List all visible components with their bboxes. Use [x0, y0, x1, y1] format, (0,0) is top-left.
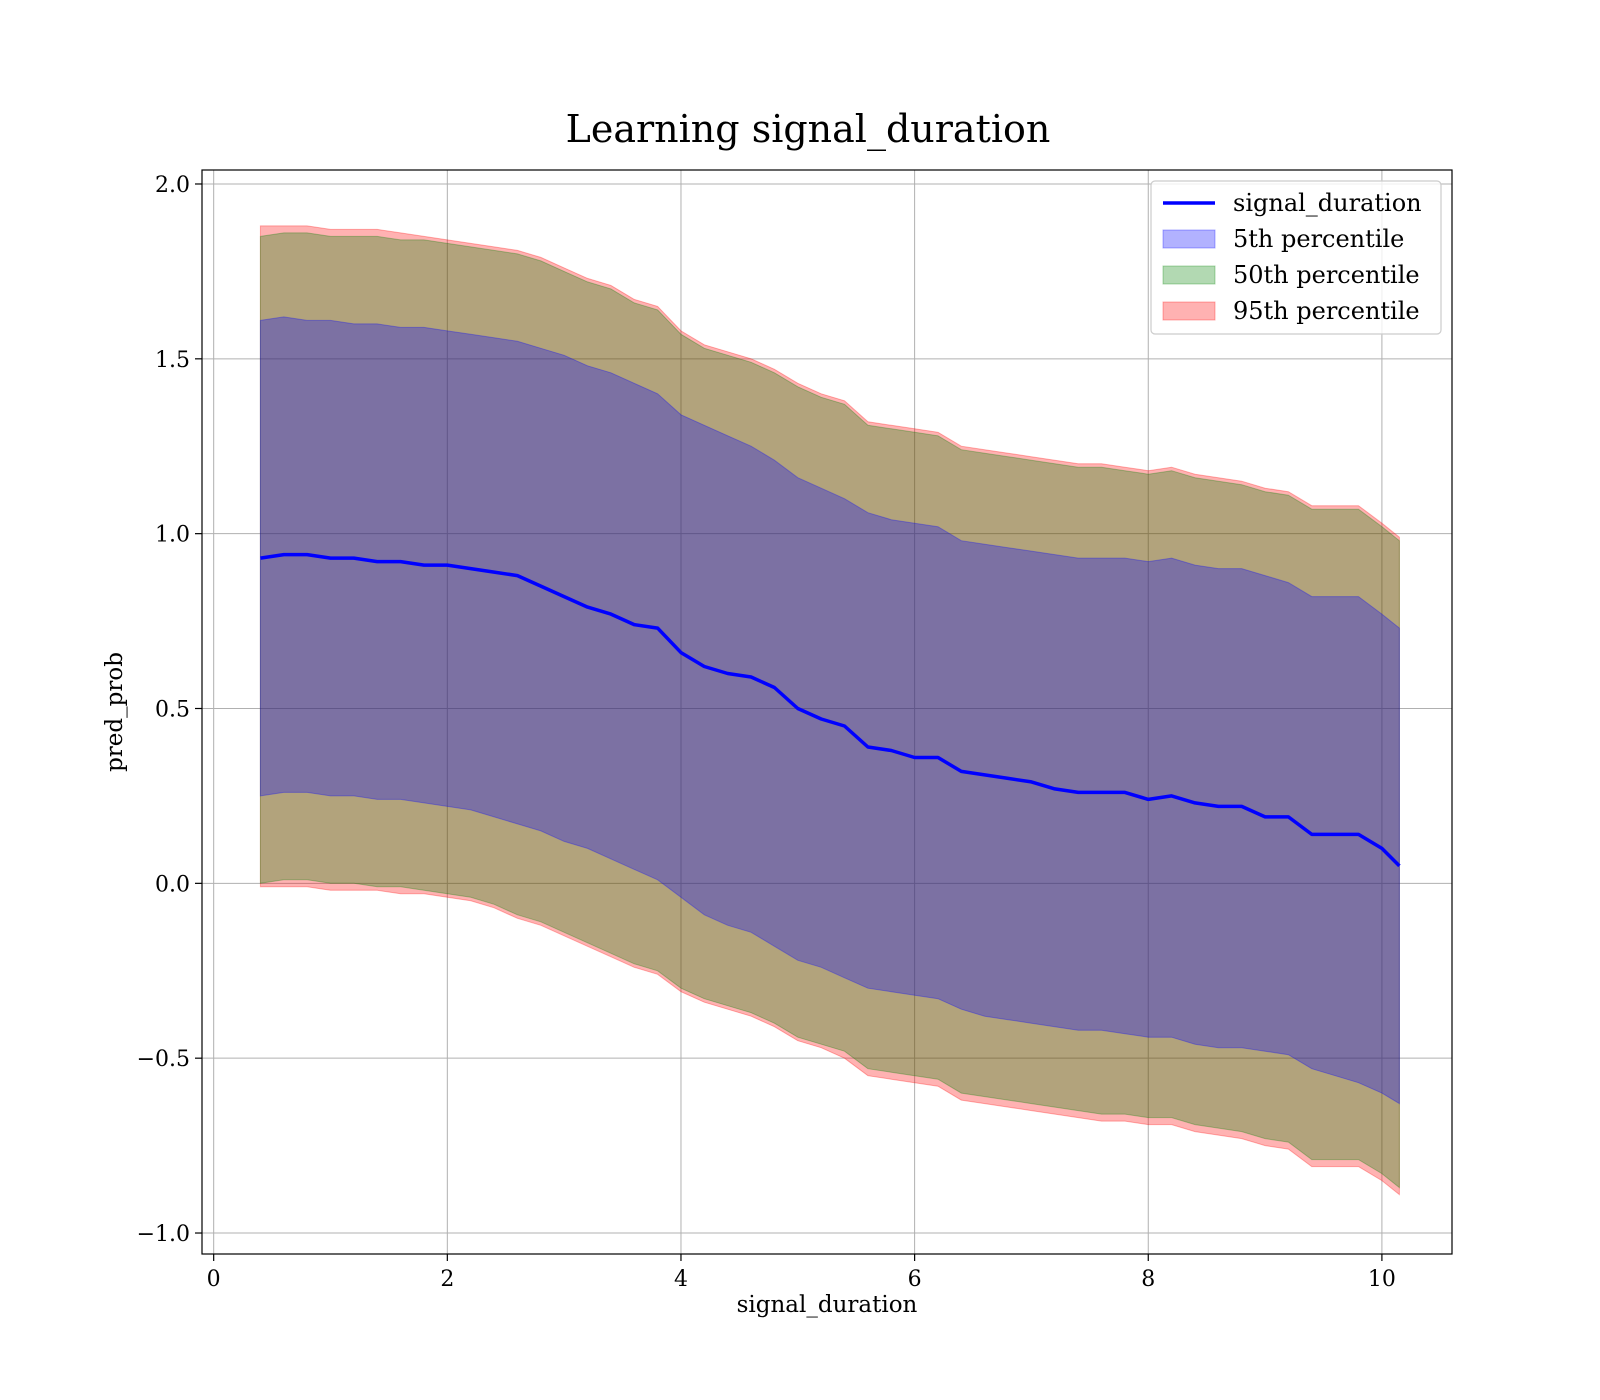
y-tick-label-5: 1.5: [155, 348, 190, 373]
legend-swatch-50th-percentile: [1162, 265, 1216, 285]
legend-label-signal_duration: signal_duration: [1233, 189, 1422, 217]
legend-label-5th-percentile: 5th percentile: [1233, 225, 1404, 253]
grid: [202, 170, 1452, 1254]
x-tick-label-5: 10: [1368, 1267, 1396, 1292]
x-tick-label-1: 2: [440, 1267, 454, 1292]
x-tick-label-0: 0: [207, 1267, 221, 1292]
chart-title: Learning signal_duration: [566, 107, 1051, 152]
legend: signal_duration 5th percentile 50th percen…: [1150, 180, 1442, 335]
x-tick-label-2: 4: [674, 1267, 688, 1292]
band-5th-percentile: [259, 316, 1400, 1105]
y-tick-label-3: 0.5: [155, 698, 190, 723]
x-tick-label-3: 6: [908, 1267, 922, 1292]
line-signal-duration: [260, 552, 1401, 868]
axis-ticks: 0 2 4 6 8 10 −1.0 −0.5 0.0 0.5 1.0 1.5 2.0: [137, 173, 1396, 1292]
legend-label-50th-percentile: 50th percentile: [1233, 261, 1420, 289]
y-tick-label-4: 1.0: [155, 523, 190, 548]
series-lines: [260, 552, 1401, 868]
y-axis-title: pred_prob: [102, 652, 128, 772]
x-axis-title: signal_duration: [737, 1292, 918, 1318]
x-tick-label-4: 8: [1141, 1267, 1155, 1292]
band-95th-percentile: [259, 225, 1400, 1196]
y-tick-label-6: 2.0: [155, 173, 190, 198]
legend-label-95th-percentile: 95th percentile: [1233, 297, 1420, 325]
band-50th-percentile: [259, 232, 1400, 1189]
legend-swatch-5th-percentile: [1162, 229, 1216, 249]
plot-frame: [201, 169, 1453, 1255]
percentile-bands: [259, 225, 1400, 1196]
y-tick-label-0: −1.0: [137, 1222, 190, 1247]
y-tick-label-2: 0.0: [155, 872, 190, 897]
y-tick-label-1: −0.5: [137, 1047, 190, 1072]
legend-swatch-95th-percentile: [1162, 301, 1216, 321]
legend-frame: [1150, 180, 1442, 335]
